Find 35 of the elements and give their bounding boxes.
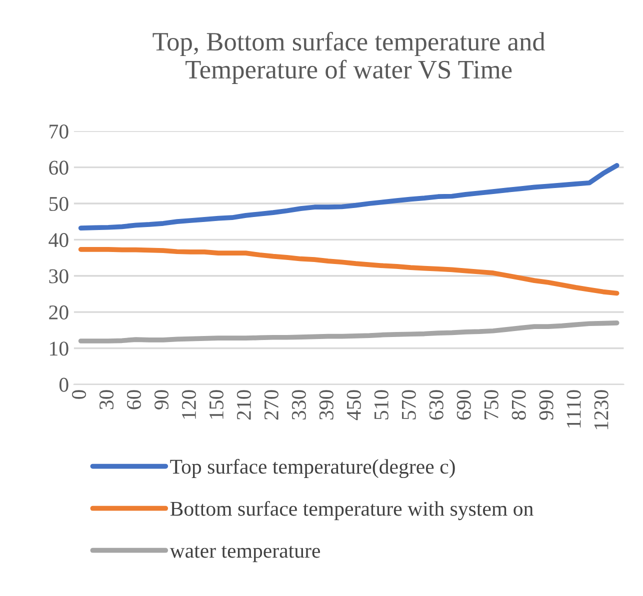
y-tick-label: 60 — [49, 160, 68, 175]
x-tick-label: 270 — [264, 390, 278, 420]
line-series — [78, 163, 620, 231]
x-tick-label: 510 — [374, 390, 388, 420]
x-tick-label: 30 — [99, 390, 114, 410]
x-tick-label: 120 — [182, 390, 196, 419]
y-tick-label: 70 — [50, 124, 68, 139]
line-series — [78, 320, 620, 344]
line-series — [78, 247, 620, 296]
x-tick-label: 210 — [236, 390, 251, 420]
y-tick-label: 40 — [48, 233, 68, 248]
legend-label: Bottom surface temperature with system on — [170, 500, 534, 520]
x-tick-label: 690 — [456, 390, 471, 420]
x-tick-label: 990 — [539, 390, 554, 420]
x-tick-label: 330 — [292, 390, 306, 420]
x-tick-label: 1110 — [566, 390, 581, 428]
x-tick-label: 390 — [319, 390, 334, 420]
x-tick-label: 60 — [126, 390, 142, 410]
legend-label: Top surface temperature(degree c) — [170, 458, 455, 478]
x-tick-label: 150 — [209, 390, 224, 419]
x-tick-label: 90 — [154, 390, 168, 410]
y-tick-label: 10 — [50, 342, 68, 356]
x-tick-label: 450 — [346, 390, 361, 420]
x-tick-label: 870 — [512, 390, 526, 420]
y-tick-label: 20 — [49, 305, 68, 320]
x-tick-label: 630 — [429, 390, 444, 420]
x-tick-label: 570 — [402, 390, 416, 420]
x-tick-label: 750 — [484, 390, 498, 420]
chart-title: Top, Bottom surface temperature and Temperature of water VS Time — [152, 32, 546, 84]
legend-label: water temperature — [170, 546, 320, 562]
y-tick-label: 0 — [59, 378, 68, 392]
y-tick-label: 30 — [49, 269, 68, 284]
x-tick-label: 0 — [72, 390, 86, 399]
x-tick-label: 1230 — [594, 390, 608, 430]
y-tick-label: 50 — [49, 196, 68, 211]
